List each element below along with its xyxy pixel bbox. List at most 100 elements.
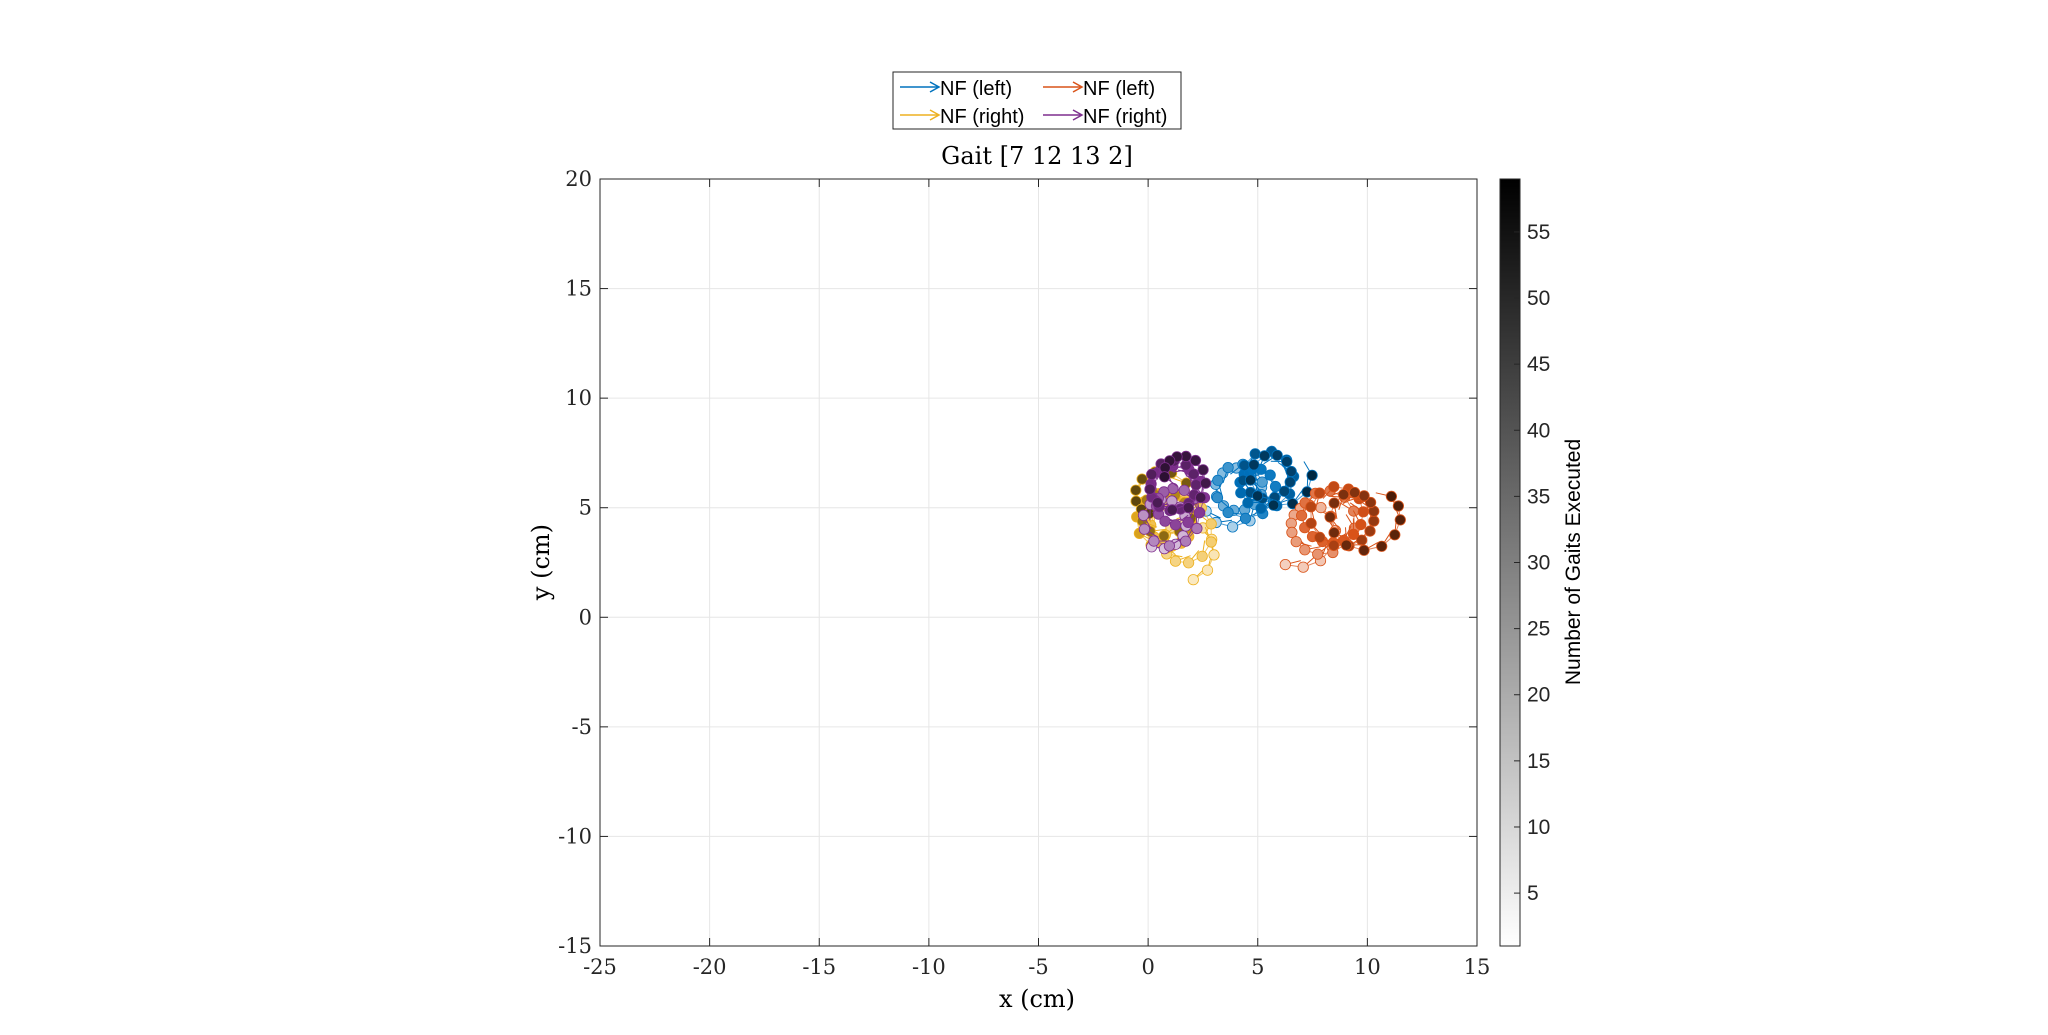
data-point (1347, 528, 1360, 541)
data-point (1238, 459, 1251, 471)
data-point (1376, 540, 1388, 552)
data-point (1389, 529, 1401, 541)
data-point (1195, 491, 1207, 504)
data-point (1239, 512, 1252, 525)
x-tick-label: -10 (912, 955, 946, 979)
data-point (1200, 477, 1212, 489)
data-point (1264, 469, 1276, 481)
data-point (1358, 490, 1370, 502)
colorbar-tick-label: 30 (1527, 552, 1550, 575)
y-tick-label: -10 (558, 824, 592, 848)
data-point (1392, 500, 1405, 512)
colorbar-tick-label: 35 (1527, 485, 1550, 508)
data-point (1286, 526, 1298, 539)
data-point (1252, 490, 1264, 502)
legend-label: NF (left) (940, 78, 1012, 100)
data-point (1249, 448, 1261, 460)
data-point (1328, 481, 1340, 493)
y-tick-label: -15 (558, 934, 592, 958)
data-point (1159, 515, 1171, 527)
data-point (1356, 534, 1368, 546)
data-point (1152, 497, 1164, 509)
data-point (1163, 540, 1176, 552)
data-point (1193, 507, 1205, 519)
data-point (1305, 517, 1317, 529)
series-1 (1200, 445, 1318, 533)
data-point (1182, 502, 1195, 514)
data-point (1355, 518, 1367, 531)
data-point (1328, 527, 1340, 539)
data-point (1278, 485, 1291, 497)
data-point (1178, 484, 1190, 496)
data-point (1158, 530, 1170, 542)
x-tick-label: -5 (1028, 955, 1048, 979)
data-point (1256, 476, 1268, 488)
legend-arrowhead (1072, 109, 1084, 121)
data-point (1211, 492, 1224, 504)
x-tick-label: -15 (802, 955, 836, 979)
colorbar-tick-label: 40 (1527, 419, 1550, 442)
data-point (1364, 525, 1376, 537)
data-point (1169, 555, 1182, 567)
ticks: -25 -20 -15 -10 -5 0 5 10 15 -15 -10 -5 0 5 10 15 20 (558, 167, 1490, 979)
data-point (1189, 454, 1202, 467)
data-point (1324, 511, 1336, 523)
data-point (1255, 502, 1267, 514)
legend-item: NF (right) (900, 106, 1024, 128)
data-point (1296, 509, 1308, 522)
data-point (1269, 480, 1282, 493)
data-point (1196, 550, 1208, 562)
data-point (1205, 536, 1217, 548)
data-point (1248, 459, 1260, 471)
legend-item: NF (right) (1043, 106, 1167, 128)
y-tick-label: -5 (572, 715, 592, 739)
data-point (1205, 518, 1217, 530)
data-point (1297, 561, 1309, 573)
data-point (1259, 450, 1271, 462)
data-point (1312, 548, 1324, 560)
colorbar-tick-label: 20 (1527, 684, 1550, 707)
x-tick-label: 10 (1354, 955, 1381, 979)
data-point (1285, 465, 1297, 478)
y-tick-label: 15 (565, 277, 592, 301)
data-point (1365, 496, 1377, 509)
data-point (1357, 506, 1369, 518)
data-point (1169, 519, 1182, 531)
data-point (1394, 514, 1406, 526)
data-point (1148, 535, 1160, 547)
data-point (1180, 535, 1192, 547)
data-layer (1130, 445, 1406, 586)
data-point (1328, 539, 1340, 552)
y-tick-label: 5 (579, 496, 592, 520)
legend-label: NF (left) (1083, 78, 1155, 100)
data-point (1271, 449, 1283, 461)
legend: NF (left) NF (left) NF (right) NF (right) (892, 71, 1182, 130)
colorbar-tick-label: 15 (1527, 750, 1550, 773)
data-point (1314, 531, 1326, 544)
y-tick-label: 0 (579, 605, 592, 629)
legend-arrowhead (929, 81, 941, 93)
colorbar-tick-label: 10 (1527, 816, 1550, 839)
data-point (1244, 474, 1257, 486)
series-4 (1137, 450, 1212, 555)
x-tick-label: -20 (693, 955, 727, 979)
data-point (1268, 499, 1280, 511)
data-point (1166, 504, 1178, 516)
data-point (1130, 495, 1142, 507)
data-point (1212, 474, 1224, 486)
data-point (1235, 487, 1247, 499)
colorbar-tick-label: 5 (1527, 882, 1539, 905)
colorbar: 5 10 15 20 25 30 35 40 45 50 55 Number of Gaits Ex… (1499, 178, 1585, 947)
data-point (1146, 468, 1158, 480)
data-point (1299, 544, 1311, 556)
colorbar-tick-label: 55 (1527, 221, 1550, 244)
data-point (1349, 486, 1361, 499)
data-point (1182, 516, 1194, 529)
colorbar-label: Number of Gaits Executed (1562, 439, 1585, 685)
x-tick-label: 0 (1141, 955, 1154, 979)
data-point (1130, 484, 1142, 496)
data-point (1290, 536, 1302, 548)
data-point (1138, 523, 1151, 535)
x-tick-label: 5 (1251, 955, 1264, 979)
